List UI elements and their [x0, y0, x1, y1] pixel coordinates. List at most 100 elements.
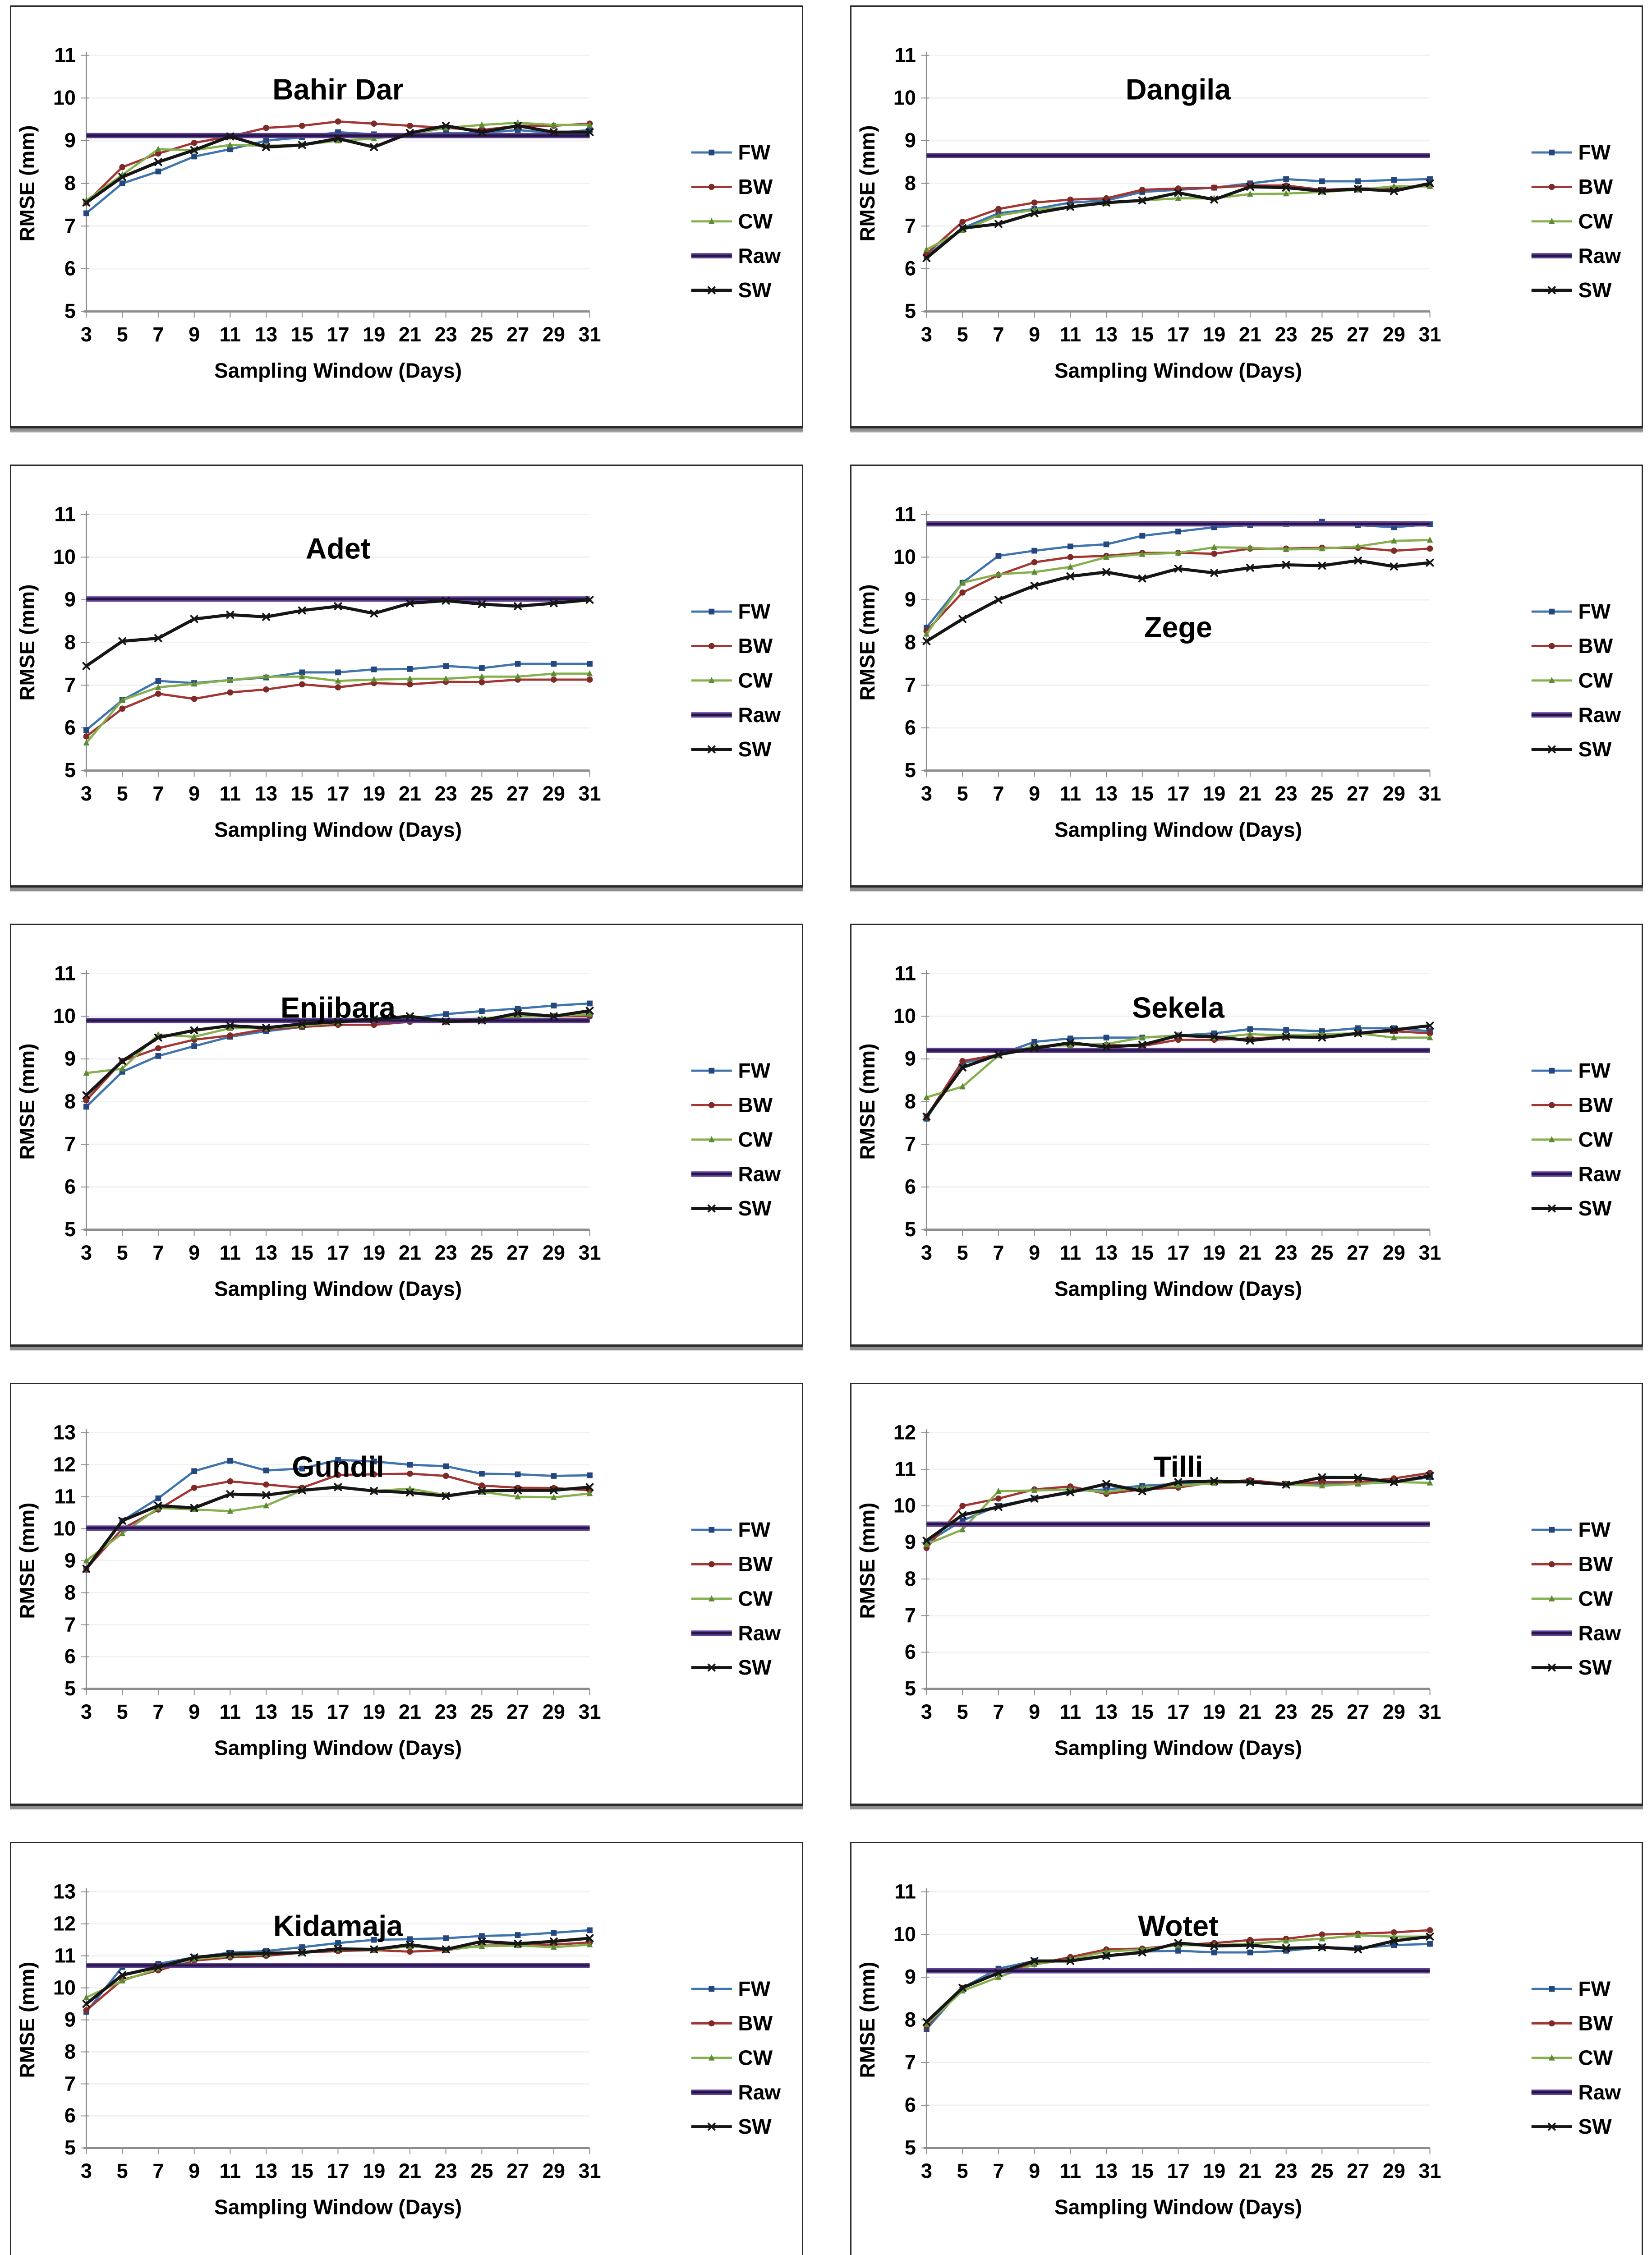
cw-triangle-marker	[1548, 1136, 1555, 1142]
sw-x-marker	[1030, 209, 1038, 217]
fw-square-marker	[443, 1935, 449, 1942]
fw-square-marker	[587, 661, 593, 667]
cw-triangle-marker	[263, 673, 269, 680]
cw-triangle-marker	[515, 1012, 521, 1019]
chart-panel: 5 6 7 8 9 10 11 3 5 7 9 11 13 15 17 19 21 23 25 27 29 31 Sampl…	[850, 5, 1643, 429]
cw-triangle-marker	[1175, 1482, 1181, 1489]
gridlines	[86, 1891, 590, 2117]
x-tick-label: 23	[1275, 1241, 1297, 1264]
cw-triangle-marker	[119, 696, 126, 703]
sw-x-marker	[1138, 1948, 1146, 1957]
sw-x-marker	[1174, 1939, 1182, 1947]
x-tick-label: 27	[1347, 1700, 1369, 1723]
sw-x-marker	[226, 1490, 235, 1499]
sw-x-marker	[1030, 1044, 1038, 1053]
x-tick-label: 29	[1382, 1241, 1405, 1264]
legend-item-bw: BW	[691, 634, 773, 658]
fw-square-marker	[335, 669, 341, 676]
sw-x-marker	[994, 220, 1003, 228]
fw-square-marker	[1031, 548, 1037, 554]
y-axis-title: RMSE (mm)	[855, 584, 879, 701]
y-tick-labels: 5 6 7 8 9 10 11	[893, 502, 929, 782]
cw-triangle-marker	[1103, 1488, 1109, 1495]
x-tick-label: 25	[470, 2159, 493, 2182]
fw-square-marker	[1548, 1068, 1555, 1074]
legend-item-bw: BW	[1531, 1093, 1613, 1117]
bw-circle-marker	[407, 122, 413, 129]
fw-square-marker	[709, 1068, 715, 1074]
x-tick-label: 31	[1418, 2159, 1441, 2182]
bw-circle-marker	[708, 2020, 715, 2027]
x-tick-label: 19	[363, 2159, 385, 2182]
fw-square-marker	[1103, 541, 1109, 548]
cw-triangle-marker	[1319, 545, 1325, 552]
sw-x-marker	[1210, 1033, 1218, 1041]
y-tick-label: 8	[904, 630, 916, 653]
legend-item-cw: CW	[691, 1128, 773, 1151]
fw-square-marker	[479, 1008, 485, 1014]
y-tick-label: 10	[893, 86, 916, 109]
fw-square-marker	[479, 1471, 485, 1477]
y-tick-label: 7	[64, 2072, 76, 2095]
x-tick-label: 17	[1167, 1700, 1189, 1723]
bw-circle-marker	[442, 1473, 449, 1479]
x-axis-title: Sampling Window (Days)	[214, 2195, 462, 2219]
sw-x-marker	[1282, 1033, 1290, 1041]
cw-triangle-marker	[335, 137, 341, 143]
fw-square-marker	[263, 1468, 269, 1474]
bw-circle-marker	[708, 1102, 715, 1109]
sw-x-marker	[298, 1486, 306, 1495]
y-tick-label: 11	[54, 502, 76, 525]
bw-circle-marker	[119, 705, 126, 712]
x-tick-label: 7	[993, 1241, 1004, 1264]
legend-label-raw: Raw	[738, 1162, 781, 1186]
bw-circle-marker	[227, 689, 234, 696]
fw-square-marker	[479, 665, 485, 671]
legend-label-fw: FW	[1578, 141, 1611, 164]
legend-label-raw: Raw	[1578, 1621, 1621, 1645]
bw-circle-marker	[708, 184, 715, 190]
y-tick-label: 9	[64, 1047, 76, 1070]
x-tick-label: 3	[920, 782, 932, 805]
fw-square-marker	[515, 127, 521, 133]
x-axis-title: Sampling Window (Days)	[214, 818, 462, 841]
chart-title-dangila: Dangila	[1125, 74, 1231, 106]
legend-item-fw: FW	[691, 1518, 771, 1542]
x-tick-label: 9	[189, 2159, 200, 2182]
sw-x-marker	[118, 173, 126, 181]
legend-label-sw: SW	[738, 278, 772, 302]
sw-x-marker	[442, 597, 450, 605]
y-tick-label: 5	[904, 299, 916, 322]
sw-x-marker	[1102, 1043, 1110, 1051]
cw-triangle-marker	[1103, 553, 1109, 560]
y-axis-title: RMSE (mm)	[15, 1962, 39, 2078]
cw-triangle-marker	[1283, 1937, 1289, 1944]
bw-circle-marker	[995, 1496, 1002, 1502]
chart-panel: 5 6 7 8 9 10 11 3 5 7 9 11 13 15 17 19 21 23 25 27 29 31 Sampl…	[850, 465, 1643, 888]
fw-square-marker	[551, 1473, 557, 1479]
x-tick-label: 11	[220, 323, 241, 346]
bw-circle-marker	[959, 1503, 966, 1509]
legend: FW BW CW Raw SW	[691, 600, 781, 761]
y-tick-label: 8	[64, 630, 76, 653]
sw-x-marker	[1138, 1487, 1146, 1496]
x-tick-label: 25	[470, 782, 493, 805]
sw-x-marker	[585, 1934, 594, 1942]
fw-square-marker	[1548, 608, 1555, 615]
fw-square-marker	[515, 661, 521, 667]
legend-label-bw: BW	[1578, 2011, 1613, 2035]
cw-triangle-marker	[1067, 1042, 1073, 1048]
cw-triangle-marker	[708, 677, 715, 683]
bw-circle-marker	[1067, 196, 1073, 203]
x-tick-label: 25	[470, 1700, 493, 1723]
legend-item-bw: BW	[1531, 1552, 1613, 1576]
cw-triangle-marker	[708, 2054, 715, 2061]
sw-x-marker	[550, 128, 558, 136]
series-sw-markers	[82, 1483, 594, 1573]
sw-x-marker	[1210, 569, 1218, 577]
cw-triangle-marker	[83, 1069, 90, 1076]
x-tick-label: 9	[1029, 1700, 1040, 1723]
sw-x-marker	[1066, 1957, 1074, 1965]
